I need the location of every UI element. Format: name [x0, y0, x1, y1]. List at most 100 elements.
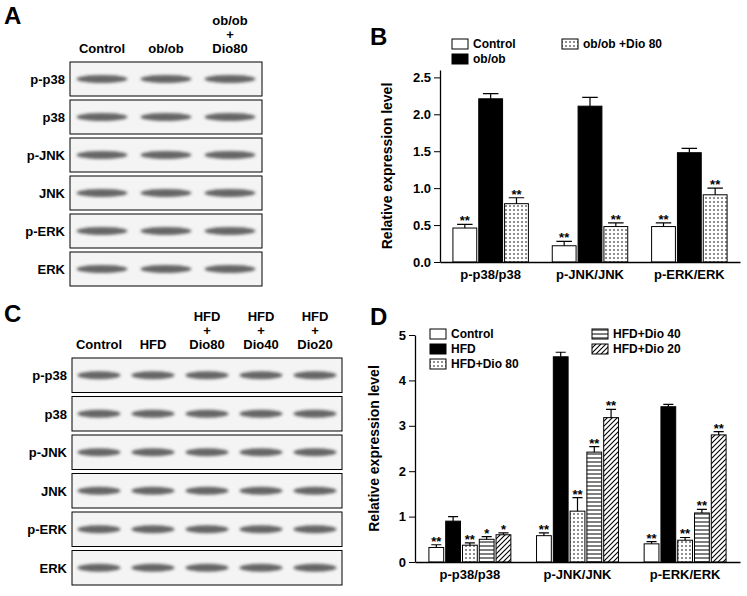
y-tick: 2 [399, 464, 415, 479]
lane-label: Control [79, 41, 125, 56]
blot-band [140, 151, 191, 159]
y-tick-label: 2.0 [413, 107, 431, 122]
blot-strip [72, 474, 342, 509]
legend: ControlHFDHFD+Dio 80HFD+Dio 40HFD+Dio 20 [430, 327, 681, 371]
bar [429, 547, 444, 562]
blot-band [185, 564, 228, 572]
legend-swatch [452, 54, 468, 64]
x-axis: p-p38/p38p-JNK/JNKp-ERK/ERK [441, 262, 741, 282]
blot-strip [70, 62, 262, 96]
blot-strip [72, 551, 342, 586]
blot-panel: CControlHFDHFD+Dio80HFD+Dio40HFD+Dio20p-… [4, 300, 342, 585]
x-axis: p-p38/p38p-JNK/JNKp-ERK/ERK [416, 562, 741, 582]
y-tick-mark [434, 225, 440, 226]
row-label: JNK [41, 484, 68, 499]
legend-label: HFD [451, 342, 476, 356]
y-tick-label: 3 [399, 418, 406, 433]
lane-label: + [226, 27, 234, 42]
blot-band [185, 371, 228, 379]
blot-band [76, 227, 127, 235]
bar [462, 545, 477, 562]
y-tick-mark [409, 426, 415, 427]
legend-swatch [562, 39, 578, 49]
blot-band [185, 448, 228, 456]
bar [644, 544, 659, 562]
significance-label: ** [465, 532, 476, 547]
blot-band [185, 410, 228, 418]
row-label: p-p38 [32, 368, 67, 383]
y-tick-label: 0 [399, 555, 406, 570]
blot-band [185, 487, 228, 495]
significance-label: ** [658, 212, 669, 227]
bar-chart: **********************012345p-p38/p38p-J… [366, 303, 741, 582]
row-label: p-JNK [29, 445, 68, 460]
x-tick: p-ERK/ERK [654, 262, 725, 282]
blot-band [76, 189, 127, 197]
legend-swatch [452, 39, 468, 49]
blot-strip [72, 397, 342, 432]
bar [446, 521, 461, 562]
x-tick-label: p-JNK/JNK [556, 267, 625, 282]
blot-band [131, 410, 174, 418]
figure: AControlob/obob/ob+Dio80p-p38p38p-JNKJNK… [0, 0, 747, 596]
blot-band [77, 410, 120, 418]
blot-band [293, 448, 336, 456]
error-bar [582, 97, 597, 106]
y-axis-line [415, 336, 416, 563]
bar [604, 227, 628, 262]
row-label: p38 [43, 110, 65, 125]
blot-band [293, 564, 336, 572]
y-axis-title: Relative expression level [366, 365, 382, 532]
significance-label: * [484, 526, 490, 541]
legend-label: HFD+Dio 20 [613, 342, 681, 356]
blot-band [239, 371, 282, 379]
legend-swatch [430, 359, 446, 369]
blot-band [140, 189, 191, 197]
blot-band [293, 371, 336, 379]
y-tick-label: 1.5 [413, 144, 431, 159]
panel-letter: D [370, 303, 387, 330]
bar [570, 511, 585, 562]
row-label: p-p38 [30, 72, 65, 87]
y-tick: 2.5 [413, 70, 440, 85]
lane-label: + [311, 323, 319, 338]
bar [587, 452, 602, 562]
error-bar [682, 148, 697, 152]
x-axis-line [441, 262, 741, 263]
row-label: p-JNK [27, 148, 66, 163]
x-axis-line [416, 562, 741, 563]
significance-label: ** [697, 498, 708, 513]
blot-band [204, 75, 255, 83]
blot-strip [70, 214, 262, 248]
bar [552, 246, 576, 262]
blot-strip [72, 435, 342, 470]
lane-label: HFD [194, 309, 221, 324]
legend-swatch [430, 344, 446, 354]
blot-band [76, 75, 127, 83]
legend-label: Control [473, 37, 516, 51]
blot-band [140, 113, 191, 121]
y-axis: 012345 [399, 328, 416, 570]
lane-label: HFD [302, 309, 329, 324]
bar [505, 204, 529, 262]
lane-label: + [257, 323, 265, 338]
legend-swatch [592, 344, 608, 354]
y-axis-title: Relative expression level [379, 83, 395, 250]
blot-band [77, 487, 120, 495]
blot-band [239, 410, 282, 418]
blot-band [204, 227, 255, 235]
blot-band [76, 265, 127, 273]
blot-band [131, 564, 174, 572]
legend-label: HFD+Dio 40 [613, 327, 681, 341]
blot-band [77, 564, 120, 572]
row-label: p-ERK [27, 522, 67, 537]
row-label: ERK [38, 262, 66, 277]
blot-band [131, 448, 174, 456]
y-tick: 0.5 [413, 218, 440, 233]
blot-band [239, 564, 282, 572]
y-tick-label: 1 [399, 509, 406, 524]
lane-label: Dio40 [243, 337, 278, 352]
legend-label: HFD+Dio 80 [451, 357, 519, 371]
significance-label: ** [460, 213, 471, 228]
significance-label: ** [511, 187, 522, 202]
